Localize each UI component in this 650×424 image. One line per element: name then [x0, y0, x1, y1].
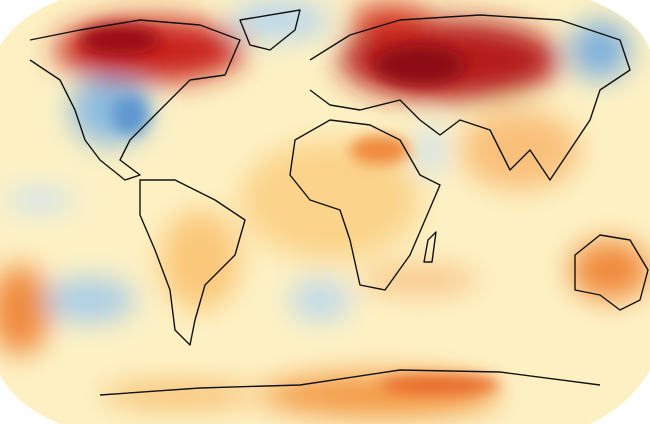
- madagascar: [423, 231, 437, 263]
- antarctica: [99, 369, 601, 396]
- greenland: [239, 9, 301, 51]
- eurasia: [309, 14, 631, 181]
- coastlines: [29, 9, 649, 396]
- south-america: [139, 179, 246, 346]
- africa: [289, 119, 441, 291]
- anomaly-detail: [80, 25, 500, 395]
- australia: [574, 234, 649, 311]
- north-america: [29, 19, 241, 181]
